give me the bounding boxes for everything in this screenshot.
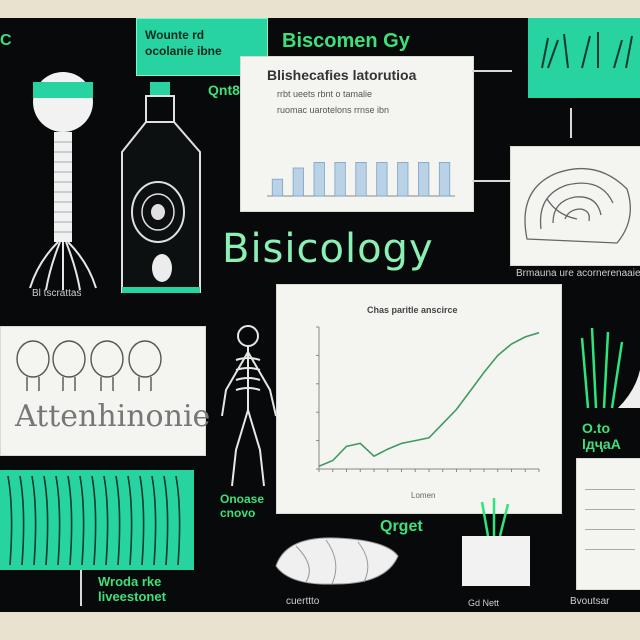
line-series <box>318 331 540 467</box>
skeleton-caption: Onoase cnovo <box>220 492 265 520</box>
bar <box>334 161 346 197</box>
line-chart-xlabel: Lomen <box>411 491 436 500</box>
root-specimen-illustration <box>29 72 97 291</box>
bar-chart-subtitle-2: ruomac uarotelons rrnse ibn <box>277 105 390 115</box>
skeleton-illustration <box>221 325 277 487</box>
line-chart <box>316 326 540 472</box>
connector-line <box>80 570 82 606</box>
bottom-center-green-text: Qrget <box>380 518 423 535</box>
bottom-left-green-text: Wroda rke liveestonet <box>98 574 166 604</box>
bar <box>313 161 325 197</box>
bar <box>418 161 430 197</box>
top-center-heading: Biscomen Gy <box>282 30 410 52</box>
plant-sprouts-illustration <box>541 32 633 69</box>
collage-canvas: C Bl tscrattas Wounte rd ocolanie ib <box>0 18 640 612</box>
grass-illustration <box>580 327 640 409</box>
connector-line <box>570 108 572 138</box>
connector-line <box>472 180 512 182</box>
bar-chart-title: Blishecafies latorutioa <box>267 67 417 83</box>
bar <box>355 161 367 197</box>
main-title: Bisicology <box>222 226 434 272</box>
fiber-illustration <box>7 475 181 566</box>
right-figure-caption: Brmauna ure acornerenaaies <box>516 268 640 279</box>
plant-panel <box>528 18 640 98</box>
edge-green-fragment: C <box>0 32 12 49</box>
brain-sketch-panel <box>510 146 640 266</box>
bar-chart <box>267 161 455 197</box>
left-figure-caption: Bl tscrattas <box>32 288 82 299</box>
sprout-pot-illustration <box>462 498 530 586</box>
figures-sketch <box>16 340 162 391</box>
line-chart-panel: Chas paritle anscirce Lomen <box>276 284 562 514</box>
fossil-illustration <box>275 537 399 585</box>
bar <box>376 161 388 197</box>
brain-illustration <box>524 167 631 244</box>
bar <box>292 167 304 197</box>
figures-card: Attenhinonie <box>0 326 210 456</box>
bottom-right-small-caption: Gd Nett <box>468 598 500 608</box>
far-right-green-text: O.to lдҷaA <box>582 420 621 452</box>
line-chart-title: Chas paritle anscirce <box>367 305 458 315</box>
figures-card-word: Attenhinonie <box>15 399 211 434</box>
top-green-label-text: Wounte rd ocolanie ibne <box>145 28 222 58</box>
bar-chart-subtitle-1: rrbt ueets rbnt o tamalie <box>277 89 373 99</box>
bar <box>271 178 284 197</box>
connector-line <box>472 70 512 72</box>
bottom-center-caption: cuerttto <box>286 596 320 607</box>
notes-panel <box>576 458 640 590</box>
specimen-bottle-illustration <box>121 82 201 293</box>
top-left-green-text: Qnt8’ <box>208 82 244 98</box>
fiber-panel <box>0 470 194 570</box>
bottom-right-caption: Bvoutsar <box>570 596 610 607</box>
bar <box>397 161 409 197</box>
bar-chart-panel: Blishecafies latorutioa rrbt ueets rbnt … <box>240 56 474 212</box>
bar <box>438 161 451 197</box>
